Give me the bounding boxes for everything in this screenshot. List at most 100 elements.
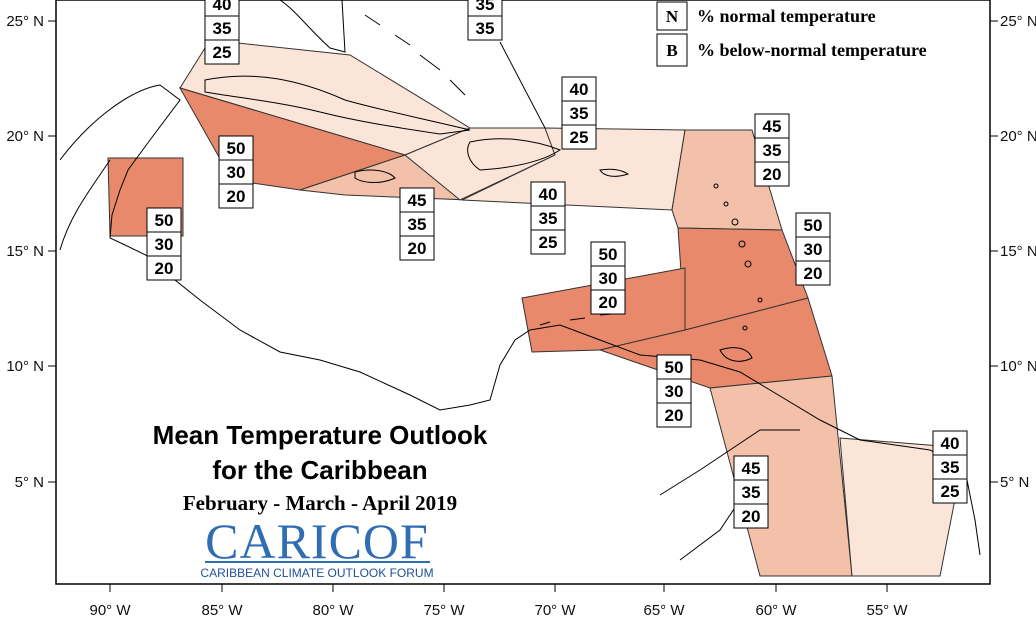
coast-south-america-interior xyxy=(659,429,800,561)
title-line-1: Mean Temperature Outlook xyxy=(153,420,488,450)
prob-box-bahamas-north: 40 35 25 xyxy=(204,0,240,65)
prob-cell xyxy=(590,241,626,267)
y-tick-label-right: 25° N xyxy=(1000,13,1036,30)
probability-boxes: 4035253535503020503020453520403525403525… xyxy=(146,0,968,529)
x-tick-label: 55° W xyxy=(866,602,908,619)
y-tick-label: 25° N xyxy=(6,13,44,30)
caricof-logo: CARICOF CARIBBEAN CLIMATE OUTLOOK FORUM xyxy=(200,513,433,580)
legend-key-box-n xyxy=(656,1,688,31)
region-puerto-rico xyxy=(461,127,686,211)
prob-box-abc-islands: 50 30 20 xyxy=(590,241,626,315)
prob-value: 35 xyxy=(742,483,761,502)
island-dot xyxy=(731,218,739,226)
legend-key-b: B xyxy=(666,41,677,60)
prob-box-belize: 50 30 20 xyxy=(146,207,182,281)
prob-value: 20 xyxy=(227,187,246,206)
prob-value: 50 xyxy=(804,216,823,235)
title-line-2: for the Caribbean xyxy=(212,455,427,485)
prob-value: 20 xyxy=(155,259,174,278)
logo-main-text: CARICOF xyxy=(205,513,429,569)
y-tick-label: 15° N xyxy=(6,243,44,260)
prob-value: 20 xyxy=(599,293,618,312)
prob-value: 50 xyxy=(155,211,174,230)
x-tick-label: 85° W xyxy=(201,602,243,619)
y-tick-label: 5° N xyxy=(15,474,44,491)
prob-value: 40 xyxy=(539,185,558,204)
prob-cell xyxy=(530,229,566,255)
prob-value: 35 xyxy=(213,19,232,38)
prob-value: 40 xyxy=(570,80,589,99)
prob-value: 25 xyxy=(539,233,558,252)
prob-value: 25 xyxy=(941,482,960,501)
prob-box-trinidad: 50 30 20 xyxy=(656,354,692,428)
prob-value: 30 xyxy=(665,382,684,401)
prob-cell xyxy=(590,265,626,291)
y-axis-right: 25° N 20° N 15° N 10° N 5° N xyxy=(990,13,1036,491)
prob-cell xyxy=(754,137,790,163)
legend-label-b: % below-normal temperature xyxy=(697,40,927,60)
prob-value: 45 xyxy=(763,117,782,136)
x-tick-label: 80° W xyxy=(312,602,354,619)
x-tick-label: 65° W xyxy=(643,602,685,619)
prob-cell xyxy=(146,255,182,281)
prob-value: 20 xyxy=(665,406,684,425)
island-dot xyxy=(723,201,729,207)
prob-cell xyxy=(733,479,769,505)
legend-label-n: % normal temperature xyxy=(697,6,876,26)
prob-value: 35 xyxy=(476,0,495,14)
prob-box-hispaniola: 40 35 25 xyxy=(561,76,597,150)
title-period: February - March - April 2019 xyxy=(183,491,457,515)
island-trinidad xyxy=(719,347,753,362)
prob-box-guyana: 45 35 20 xyxy=(733,455,769,529)
coastlines xyxy=(59,0,981,561)
prob-box-western-cuba: 50 30 20 xyxy=(218,135,254,209)
x-tick-label: 90° W xyxy=(89,602,131,619)
prob-cell xyxy=(204,15,240,41)
prob-value: 35 xyxy=(941,458,960,477)
prob-box-jamaica: 45 35 20 xyxy=(399,187,435,261)
coast-bahamas xyxy=(364,14,466,96)
x-axis: 90° W 85° W 80° W 75° W 70° W 65° W 60° W 55° W xyxy=(89,584,908,619)
prob-value: 25 xyxy=(213,43,232,62)
prob-value: 20 xyxy=(742,507,761,526)
y-tick-label-right: 10° N xyxy=(1000,358,1036,375)
prob-value: 35 xyxy=(763,141,782,160)
prob-cell xyxy=(733,503,769,529)
prob-cell xyxy=(656,354,692,380)
x-tick-label: 60° W xyxy=(755,602,797,619)
island-dot xyxy=(757,297,763,303)
prob-value: 45 xyxy=(742,459,761,478)
y-tick-label-right: 20° N xyxy=(1000,128,1036,145)
prob-value: 30 xyxy=(804,240,823,259)
map-title: Mean Temperature Outlook for the Caribbe… xyxy=(153,420,488,515)
island-dot xyxy=(738,240,746,248)
prob-cell xyxy=(399,235,435,261)
prob-cell xyxy=(399,187,435,213)
prob-value: 25 xyxy=(570,128,589,147)
island-dot xyxy=(742,325,748,331)
coast-jamaica xyxy=(354,169,396,183)
prob-value: 40 xyxy=(213,0,232,14)
prob-value: 50 xyxy=(599,245,618,264)
prob-cell xyxy=(932,478,968,504)
x-tick-label: 70° W xyxy=(534,602,576,619)
prob-value: 20 xyxy=(804,264,823,283)
coast-florida xyxy=(279,0,346,53)
prob-cell xyxy=(204,39,240,65)
prob-value: 50 xyxy=(227,139,246,158)
leader-turks-caicos xyxy=(499,41,546,129)
prob-cell xyxy=(218,183,254,209)
y-tick-label-right: 15° N xyxy=(1000,243,1036,260)
prob-cell xyxy=(218,159,254,185)
coast-mexico-west xyxy=(59,159,111,251)
prob-cell xyxy=(467,15,503,41)
prob-cell xyxy=(561,76,597,102)
prob-value: 50 xyxy=(665,358,684,377)
prob-cell xyxy=(590,289,626,315)
coast-gulf-central-america xyxy=(59,84,981,556)
prob-cell xyxy=(218,135,254,161)
prob-value: 35 xyxy=(476,19,495,38)
x-tick-label: 75° W xyxy=(423,602,465,619)
